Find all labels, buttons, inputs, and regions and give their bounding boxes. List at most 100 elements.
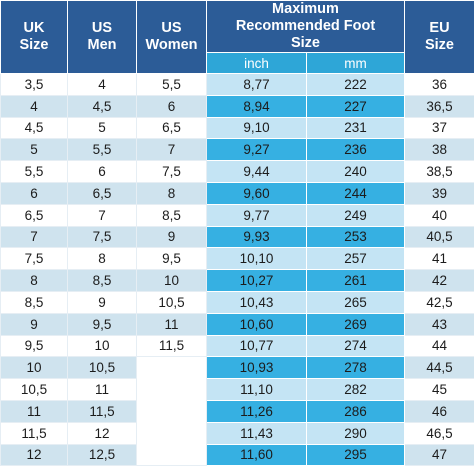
cell-eu-size: 47 — [405, 444, 474, 466]
cell-eu-size: 39 — [405, 182, 474, 204]
cell-us-men: 9,5 — [68, 313, 137, 335]
cell-us-women: 9 — [137, 226, 207, 248]
cell-foot-inch: 11,60 — [207, 444, 307, 466]
cell-us-women: 7 — [137, 139, 207, 161]
cell-eu-size: 36,5 — [405, 95, 474, 117]
cell-foot-inch: 9,77 — [207, 204, 307, 226]
cell-foot-mm: 295 — [307, 444, 405, 466]
cell-uk-size: 9 — [1, 313, 68, 335]
table-header: UK Size US Men US Women Maximum Recommen… — [1, 1, 474, 74]
cell-foot-mm: 274 — [307, 335, 405, 357]
cell-eu-size: 40,5 — [405, 226, 474, 248]
cell-uk-size: 7 — [1, 226, 68, 248]
cell-us-women: 7,5 — [137, 161, 207, 183]
cell-foot-inch: 9,27 — [207, 139, 307, 161]
cell-foot-mm: 253 — [307, 226, 405, 248]
cell-uk-size: 7,5 — [1, 248, 68, 270]
cell-us-women: 10,5 — [137, 291, 207, 313]
cell-foot-inch: 9,93 — [207, 226, 307, 248]
cell-us-men: 11,5 — [68, 400, 137, 422]
cell-uk-size: 10,5 — [1, 379, 68, 401]
cell-eu-size: 36 — [405, 74, 474, 96]
cell-uk-size: 4,5 — [1, 117, 68, 139]
header-eu-size: EU Size — [405, 1, 474, 74]
cell-eu-size: 44,5 — [405, 357, 474, 379]
cell-uk-size: 9,5 — [1, 335, 68, 357]
cell-us-women: 6 — [137, 95, 207, 117]
cell-us-women: 6,5 — [137, 117, 207, 139]
cell-eu-size: 42,5 — [405, 291, 474, 313]
cell-us-women: 5,5 — [137, 74, 207, 96]
cell-eu-size: 38 — [405, 139, 474, 161]
cell-us-men: 4,5 — [68, 95, 137, 117]
cell-uk-size: 8 — [1, 270, 68, 292]
cell-foot-mm: 257 — [307, 248, 405, 270]
header-us-women: US Women — [137, 1, 207, 74]
cell-foot-mm: 236 — [307, 139, 405, 161]
header-inch: inch — [207, 53, 307, 74]
cell-foot-inch: 9,44 — [207, 161, 307, 183]
cell-us-men: 7,5 — [68, 226, 137, 248]
cell-foot-mm: 227 — [307, 95, 405, 117]
cell-foot-mm: 249 — [307, 204, 405, 226]
cell-us-women-empty — [137, 357, 207, 466]
cell-uk-size: 5,5 — [1, 161, 68, 183]
cell-uk-size: 12 — [1, 444, 68, 466]
cell-us-women: 11,5 — [137, 335, 207, 357]
header-row: UK Size US Men US Women Maximum Recommen… — [1, 1, 474, 53]
cell-foot-mm: 282 — [307, 379, 405, 401]
cell-foot-mm: 265 — [307, 291, 405, 313]
cell-us-women: 11 — [137, 313, 207, 335]
cell-us-men: 9 — [68, 291, 137, 313]
header-mm: mm — [307, 53, 405, 74]
cell-foot-mm: 240 — [307, 161, 405, 183]
cell-eu-size: 44 — [405, 335, 474, 357]
cell-us-men: 11 — [68, 379, 137, 401]
cell-uk-size: 3,5 — [1, 74, 68, 96]
cell-foot-mm: 269 — [307, 313, 405, 335]
cell-uk-size: 6,5 — [1, 204, 68, 226]
cell-foot-inch: 11,10 — [207, 379, 307, 401]
cell-uk-size: 10 — [1, 357, 68, 379]
cell-foot-inch: 10,10 — [207, 248, 307, 270]
cell-us-women: 8 — [137, 182, 207, 204]
cell-foot-mm: 278 — [307, 357, 405, 379]
cell-us-men: 10 — [68, 335, 137, 357]
cell-eu-size: 42 — [405, 270, 474, 292]
cell-uk-size: 11 — [1, 400, 68, 422]
cell-eu-size: 41 — [405, 248, 474, 270]
cell-uk-size: 8,5 — [1, 291, 68, 313]
cell-foot-inch: 9,10 — [207, 117, 307, 139]
cell-foot-inch: 8,77 — [207, 74, 307, 96]
cell-uk-size: 4 — [1, 95, 68, 117]
cell-foot-mm: 261 — [307, 270, 405, 292]
header-foot-size: Maximum Recommended Foot Size — [207, 1, 405, 53]
cell-eu-size: 46,5 — [405, 422, 474, 444]
cell-us-men: 7 — [68, 204, 137, 226]
cell-eu-size: 45 — [405, 379, 474, 401]
header-us-men: US Men — [68, 1, 137, 74]
cell-eu-size: 46 — [405, 400, 474, 422]
cell-us-women: 8,5 — [137, 204, 207, 226]
cell-foot-mm: 290 — [307, 422, 405, 444]
cell-eu-size: 38,5 — [405, 161, 474, 183]
cell-us-men: 6,5 — [68, 182, 137, 204]
cell-us-men: 8,5 — [68, 270, 137, 292]
header-uk-size: UK Size — [1, 1, 68, 74]
cell-foot-mm: 231 — [307, 117, 405, 139]
cell-uk-size: 5 — [1, 139, 68, 161]
cell-foot-mm: 286 — [307, 400, 405, 422]
